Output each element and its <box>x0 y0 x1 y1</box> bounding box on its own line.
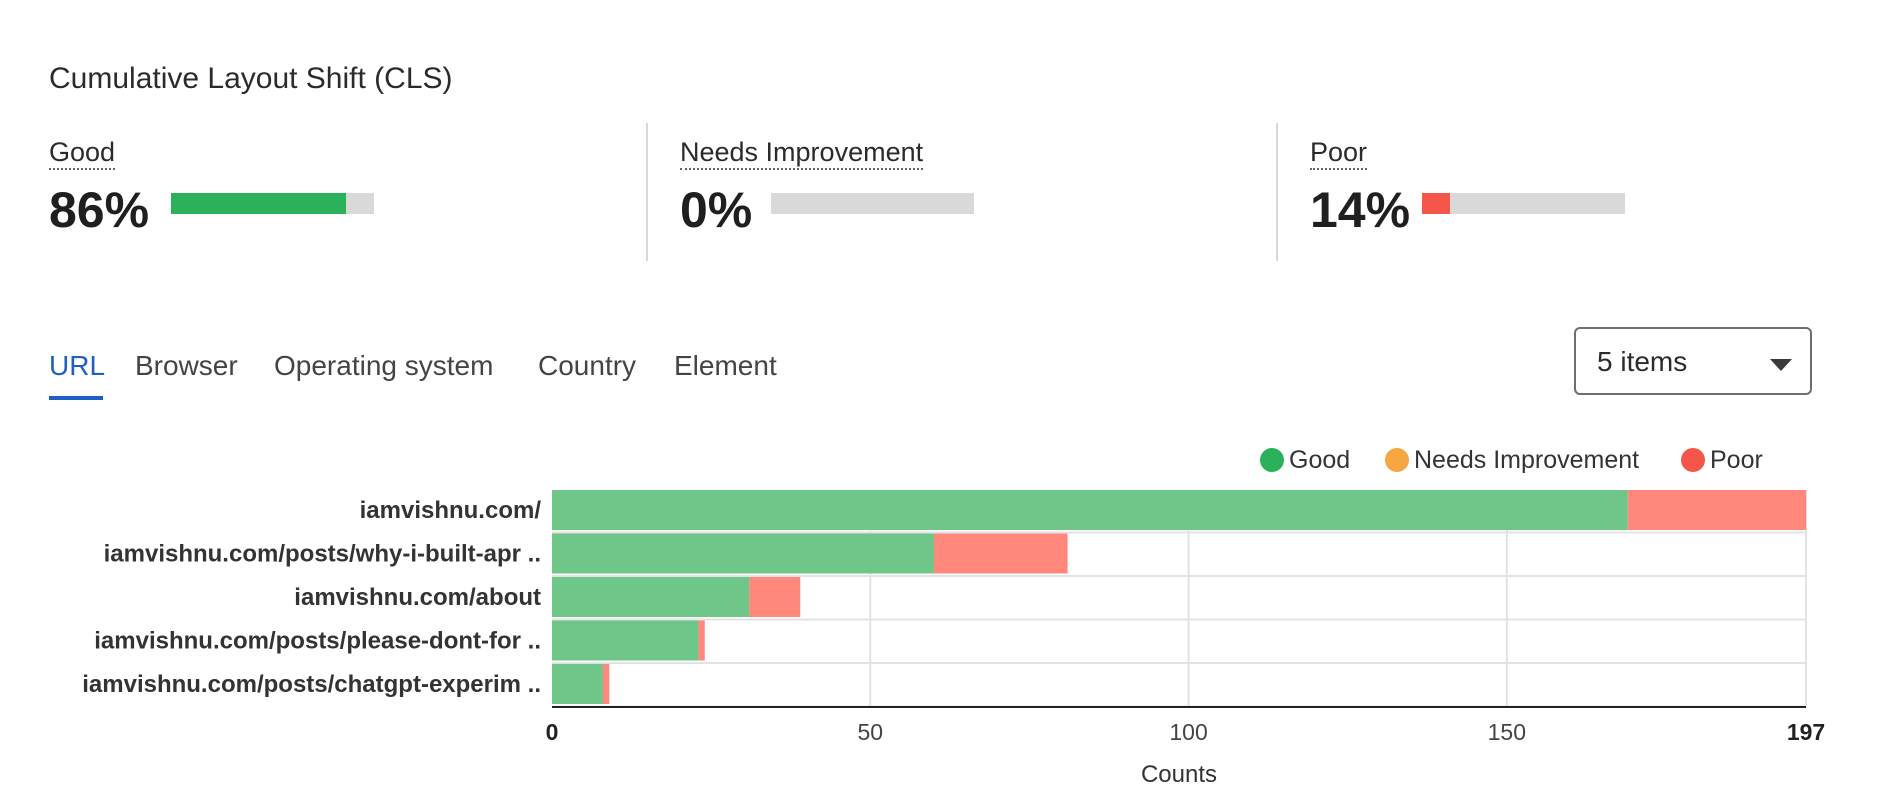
x-tick-label: 0 <box>546 719 559 745</box>
metric-needs-improvement-value: 0% <box>680 182 753 238</box>
category-label: iamvishnu.com/ <box>360 497 542 524</box>
chart-x-axis: 0 50 100 150 197 Counts <box>546 706 1825 788</box>
bar-good <box>552 577 750 617</box>
legend-needs-improvement-dot <box>1385 448 1409 472</box>
items-count-value: 5 items <box>1597 346 1688 377</box>
active-tab-indicator <box>49 396 103 400</box>
metric-divider <box>1276 123 1278 261</box>
panel-title: Cumulative Layout Shift (CLS) <box>49 62 453 95</box>
bar-good <box>552 490 1628 530</box>
bar-good <box>552 620 699 661</box>
legend-poor-dot <box>1681 448 1705 472</box>
metric-poor-bar <box>1422 193 1625 214</box>
legend-poor-label: Poor <box>1710 446 1763 474</box>
metric-poor-bar-fill <box>1422 193 1451 214</box>
category-label: iamvishnu.com/posts/please-dont-for .. <box>94 628 541 655</box>
tab-browser[interactable]: Browser <box>135 350 238 381</box>
bar-poor <box>602 664 610 704</box>
chart-category-labels: iamvishnu.com/iamvishnu.com/posts/why-i-… <box>82 497 541 698</box>
metric-divider <box>646 123 648 261</box>
bar-poor <box>933 533 1068 574</box>
category-label: iamvishnu.com/posts/chatgpt-experim .. <box>82 671 541 698</box>
category-label: iamvishnu.com/posts/why-i-built-apr .. <box>104 541 541 568</box>
tab-operating-system[interactable]: Operating system <box>274 350 494 381</box>
tab-url[interactable]: URL <box>49 350 106 381</box>
metric-poor-value: 14% <box>1310 182 1411 238</box>
bar-good <box>552 533 934 574</box>
metric-needs-improvement-bar <box>771 193 974 214</box>
metric-poor-label[interactable]: Poor <box>1310 137 1368 170</box>
x-tick-label: 150 <box>1488 719 1526 745</box>
tab-country[interactable]: Country <box>538 350 637 381</box>
tab-element[interactable]: Element <box>674 350 777 381</box>
legend-needs-improvement-label: Needs Improvement <box>1414 446 1640 474</box>
x-tick-label: 100 <box>1169 719 1207 745</box>
x-tick-label: 197 <box>1787 719 1825 745</box>
x-axis-label: Counts <box>1141 761 1217 788</box>
bar-poor <box>698 620 705 661</box>
metric-good-label[interactable]: Good <box>49 137 116 170</box>
legend-good-label: Good <box>1289 446 1351 474</box>
chart-bars <box>552 490 1806 704</box>
legend-good-dot <box>1260 448 1284 472</box>
bar-good <box>552 664 603 704</box>
metric-good-bar <box>171 193 374 214</box>
bar-poor <box>749 577 801 617</box>
items-count-select[interactable]: 5 items <box>1574 327 1812 395</box>
metric-needs-improvement-label[interactable]: Needs Improvement <box>680 137 924 170</box>
x-tick-label: 50 <box>857 719 883 745</box>
bar-poor <box>1627 490 1806 530</box>
chevron-down-icon <box>1770 359 1792 371</box>
metric-good-bar-fill <box>171 193 346 214</box>
metric-good-value: 86% <box>49 182 150 238</box>
category-label: iamvishnu.com/about <box>294 584 541 611</box>
